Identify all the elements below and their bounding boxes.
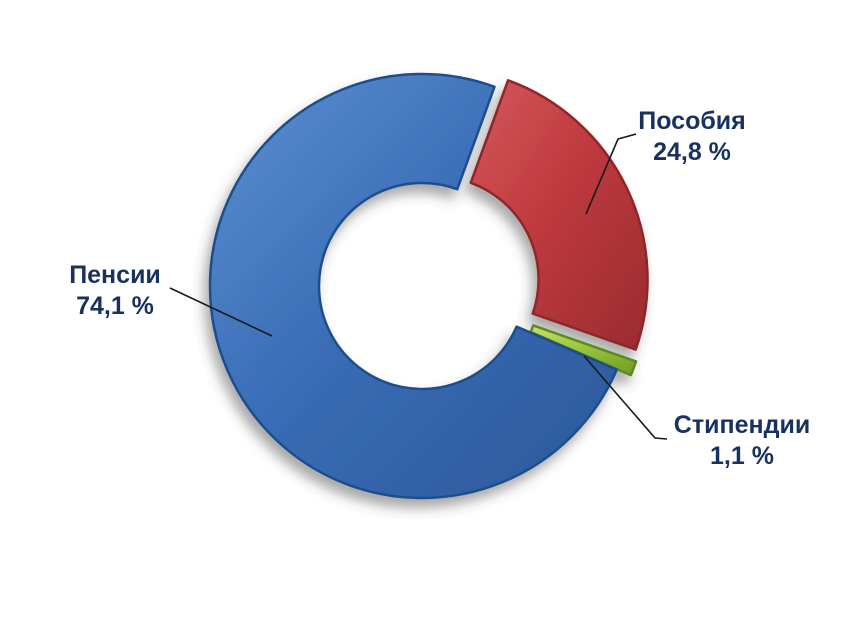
pie-label-pensii-name: Пенсии bbox=[69, 261, 161, 289]
pie-label-stipendii: Стипендии 1,1 % bbox=[674, 410, 810, 472]
pie-label-posobiya-name: Пособия bbox=[638, 107, 746, 135]
pie-slice-posobiya bbox=[469, 79, 649, 351]
pie-label-posobiya: Пособия 24,8 % bbox=[638, 106, 745, 168]
leader-line-posobiya bbox=[585, 133, 637, 215]
leader-line-stipendii bbox=[583, 355, 668, 440]
pie-slice-pensii bbox=[208, 72, 619, 500]
leader-line-pensii bbox=[169, 287, 273, 337]
pie-label-posobiya-value: 24,8 % bbox=[653, 138, 731, 166]
pie-label-pensii: Пенсии 74,1 % bbox=[69, 260, 161, 322]
pie-label-pensii-value: 74,1 % bbox=[76, 292, 154, 320]
pie-label-stipendii-name: Стипендии bbox=[673, 411, 811, 439]
pie-label-stipendii-value: 1,1 % bbox=[710, 442, 774, 470]
